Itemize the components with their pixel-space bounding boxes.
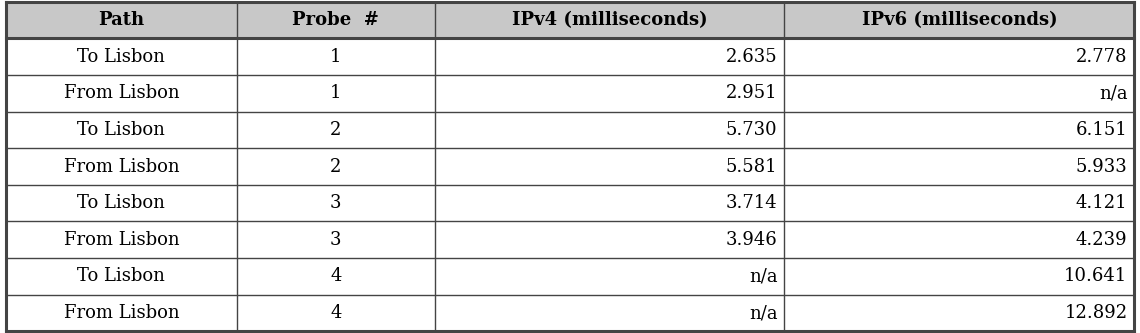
Text: 2.778: 2.778 bbox=[1076, 48, 1127, 66]
Text: To Lisbon: To Lisbon bbox=[78, 48, 165, 66]
Text: n/a: n/a bbox=[1099, 84, 1127, 102]
Text: 4.239: 4.239 bbox=[1076, 231, 1127, 249]
Text: 5.581: 5.581 bbox=[726, 158, 777, 175]
Text: 2: 2 bbox=[331, 121, 342, 139]
Text: n/a: n/a bbox=[749, 304, 777, 322]
Text: 2: 2 bbox=[331, 158, 342, 175]
Text: 12.892: 12.892 bbox=[1065, 304, 1127, 322]
Text: 2.635: 2.635 bbox=[726, 48, 777, 66]
Text: Probe  #: Probe # bbox=[292, 11, 380, 29]
Text: IPv6 (milliseconds): IPv6 (milliseconds) bbox=[862, 11, 1057, 29]
Text: From Lisbon: From Lisbon bbox=[64, 304, 179, 322]
Text: 10.641: 10.641 bbox=[1065, 267, 1127, 285]
Text: 6.151: 6.151 bbox=[1076, 121, 1127, 139]
Text: n/a: n/a bbox=[749, 267, 777, 285]
Text: 4: 4 bbox=[331, 267, 342, 285]
Text: 5.933: 5.933 bbox=[1076, 158, 1127, 175]
Text: 4.121: 4.121 bbox=[1076, 194, 1127, 212]
Text: To Lisbon: To Lisbon bbox=[78, 194, 165, 212]
Text: 3: 3 bbox=[331, 194, 342, 212]
Text: To Lisbon: To Lisbon bbox=[78, 267, 165, 285]
Text: 5.730: 5.730 bbox=[726, 121, 777, 139]
Text: IPv4 (milliseconds): IPv4 (milliseconds) bbox=[512, 11, 707, 29]
Text: 2.951: 2.951 bbox=[726, 84, 777, 102]
Text: 3.714: 3.714 bbox=[726, 194, 777, 212]
Text: 4: 4 bbox=[331, 304, 342, 322]
Text: From Lisbon: From Lisbon bbox=[64, 158, 179, 175]
Text: 1: 1 bbox=[331, 48, 342, 66]
Text: Path: Path bbox=[98, 11, 145, 29]
Text: 3: 3 bbox=[331, 231, 342, 249]
Text: From Lisbon: From Lisbon bbox=[64, 84, 179, 102]
Text: 1: 1 bbox=[331, 84, 342, 102]
Text: From Lisbon: From Lisbon bbox=[64, 231, 179, 249]
Text: To Lisbon: To Lisbon bbox=[78, 121, 165, 139]
Text: 3.946: 3.946 bbox=[726, 231, 777, 249]
